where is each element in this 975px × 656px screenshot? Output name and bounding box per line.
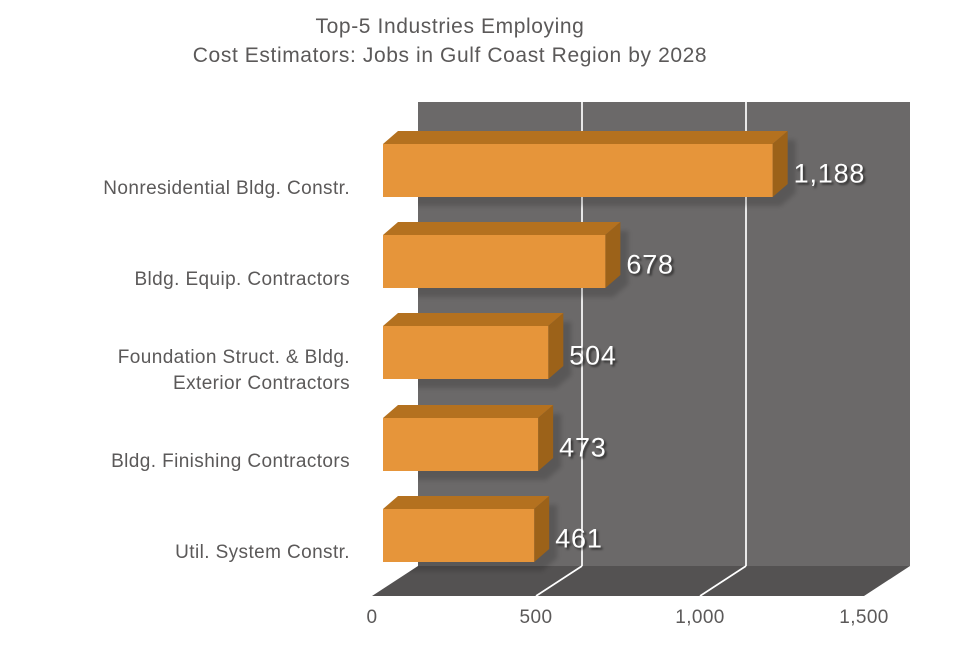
x-axis-tick-500: 500 bbox=[519, 607, 553, 628]
value-label-473: 473 bbox=[559, 432, 607, 463]
gridline-floor-1000 bbox=[699, 565, 747, 597]
gridline-floor-500 bbox=[535, 565, 583, 597]
bar-side-face-2 bbox=[548, 313, 564, 379]
value-label-461: 461 bbox=[555, 523, 603, 554]
bar-front-face-3 bbox=[383, 418, 539, 471]
bar-1 bbox=[383, 222, 621, 288]
value-label-678: 678 bbox=[626, 249, 674, 280]
bar-side-face-1 bbox=[605, 222, 621, 288]
bar-front-face-2 bbox=[383, 326, 549, 379]
category-label-bldg-finishing-contractors: Bldg. Finishing Contractors bbox=[111, 451, 350, 472]
chart-title-line-2: Cost Estimators: Jobs in Gulf Coast Regi… bbox=[192, 44, 708, 67]
bar-top-face-2 bbox=[383, 313, 564, 326]
bar-front-face-1 bbox=[383, 235, 606, 288]
bar-top-face-0 bbox=[383, 131, 788, 144]
x-axis-tick-0: 0 bbox=[366, 607, 378, 628]
bar-front-face-4 bbox=[383, 509, 535, 562]
bar-4 bbox=[383, 496, 550, 562]
category-label-foundation-struct-bldg-exterior-contractors: Foundation Struct. & Bldg. Exterior Cont… bbox=[117, 347, 350, 394]
bar-2 bbox=[383, 313, 564, 379]
value-label-504: 504 bbox=[569, 340, 617, 371]
bar-side-face-3 bbox=[538, 405, 554, 471]
bar-side-face-4 bbox=[534, 496, 550, 562]
x-axis-tick-1000: 1,000 bbox=[675, 607, 725, 628]
bar-top-face-1 bbox=[383, 222, 621, 235]
chart-title: Top-5 Industries Employing Cost Estimato… bbox=[0, 12, 900, 70]
bar-top-face-3 bbox=[383, 405, 554, 418]
bar-side-face-0 bbox=[772, 131, 788, 197]
category-label-bldg-equip-contractors: Bldg. Equip. Contractors bbox=[134, 269, 350, 290]
chart-title-line-1: Top-5 Industries Employing bbox=[315, 15, 585, 38]
category-label-util-system-constr: Util. System Constr. bbox=[175, 542, 350, 563]
chart-floor bbox=[372, 566, 910, 596]
bar-top-face-4 bbox=[383, 496, 550, 509]
bar-front-face-0 bbox=[383, 144, 773, 197]
x-axis-tick-1500: 1,500 bbox=[839, 607, 889, 628]
bar-0 bbox=[383, 131, 788, 197]
bar-3 bbox=[383, 405, 554, 471]
category-label-nonresidential-bldg-constr: Nonresidential Bldg. Constr. bbox=[103, 178, 350, 199]
value-label-1188: 1,188 bbox=[793, 158, 866, 189]
